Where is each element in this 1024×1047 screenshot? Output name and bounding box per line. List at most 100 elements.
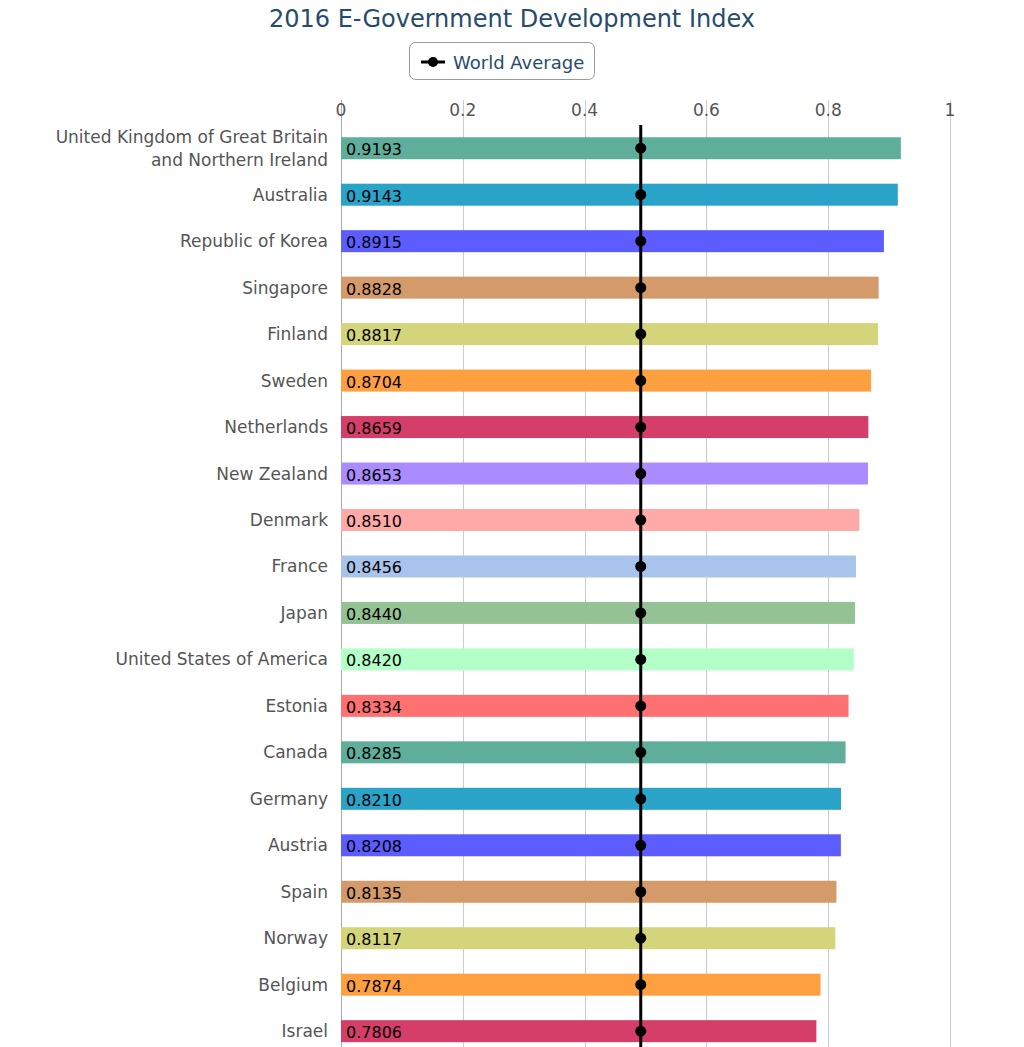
data-label: 0.8817 [346,326,402,345]
category-label-line: Finland [267,324,328,344]
bar [341,602,855,624]
data-label: 0.8117 [346,930,402,949]
data-label: 0.7874 [346,977,402,996]
category-label-line: France [271,556,328,576]
average-marker [635,607,646,618]
title: 2016 E-Government Development Index [269,5,755,33]
category-label-line: Estonia [265,696,328,716]
bar [341,834,841,856]
bar [341,137,901,159]
category-label-line: Denmark [250,510,328,530]
legend: World Average [410,43,595,80]
data-label: 0.8704 [346,373,402,392]
bar [341,184,898,206]
bar [341,881,836,903]
category-label-line: Austria [268,835,328,855]
bar [341,974,821,996]
legend-label: World Average [453,52,584,73]
bar [341,741,846,763]
category-label: United Kingdom of Great Britainand North… [56,127,328,170]
bars [341,137,901,1042]
bar [341,416,868,438]
category-label-line: Sweden [261,371,328,391]
average-marker [635,422,646,433]
bar [341,370,871,392]
average-marker [635,143,646,154]
category-label: Canada [263,742,328,762]
data-label: 0.8653 [346,466,402,485]
data-label: 0.7806 [346,1023,402,1042]
bar [341,277,879,299]
category-label: United States of America [116,649,328,669]
bar [341,323,878,345]
category-label: Israel [282,1021,328,1041]
average-marker [635,468,646,479]
category-label-line: Australia [253,185,328,205]
average-marker [635,840,646,851]
tick-label: 0.4 [571,100,598,120]
category-label-line: Belgium [258,975,328,995]
category-label: Norway [264,928,329,948]
category-label: Japan [280,603,328,623]
tick-label: 0 [336,100,347,120]
tick-label: 1 [945,100,956,120]
category-label-line: Republic of Korea [180,231,328,251]
average-marker [635,561,646,572]
data-label: 0.8456 [346,558,402,577]
data-label: 0.8420 [346,651,402,670]
legend-box [410,43,595,80]
category-label: Finland [267,324,328,344]
average-marker [635,793,646,804]
category-label: Netherlands [224,417,328,437]
data-label: 0.8828 [346,280,402,299]
data-label: 0.8915 [346,233,402,252]
category-label-line: Israel [282,1021,328,1041]
chart: 2016 E-Government Development Index World… [0,0,1024,1047]
category-label: Sweden [261,371,328,391]
data-label: 0.9193 [346,140,402,159]
category-label-line: Singapore [242,278,328,298]
data-label: 0.8659 [346,419,402,438]
average-marker [635,654,646,665]
average-series [640,125,641,1047]
category-label-line: Spain [281,882,329,902]
category-label: Austria [268,835,328,855]
bar [341,695,849,717]
category-label: Denmark [250,510,328,530]
data-label: 0.9143 [346,187,402,206]
average-markers [635,143,646,1037]
category-label-line: United Kingdom of Great Britain [56,127,328,147]
bar [341,230,884,252]
average-marker [635,886,646,897]
bar [341,509,859,531]
category-label: Estonia [265,696,328,716]
average-marker [635,747,646,758]
data-label: 0.8208 [346,837,402,856]
category-label-line: Norway [264,928,329,948]
average-marker [635,1026,646,1037]
average-line [639,125,642,1047]
average-marker [635,979,646,990]
category-label-line: United States of America [116,649,328,669]
average-marker [635,189,646,200]
average-marker [635,329,646,340]
category-label-line: Germany [250,789,328,809]
data-label: 0.8510 [346,512,402,531]
category-label: Germany [250,789,328,809]
category-label: New Zealand [216,464,328,484]
data-label: 0.8440 [346,605,402,624]
grid [342,100,951,1047]
category-label-line: Canada [263,742,328,762]
data-label: 0.8334 [346,698,402,717]
category-label: Singapore [242,278,328,298]
tick-label: 0.8 [815,100,842,120]
data-label: 0.8135 [346,884,402,903]
data-label: 0.8210 [346,791,402,810]
bar [341,648,854,670]
category-label-line: Japan [280,603,328,623]
tick-label: 0.6 [693,100,720,120]
average-marker [635,933,646,944]
category-label-line: New Zealand [216,464,328,484]
category-label-line: Netherlands [224,417,328,437]
bar [341,1020,816,1042]
